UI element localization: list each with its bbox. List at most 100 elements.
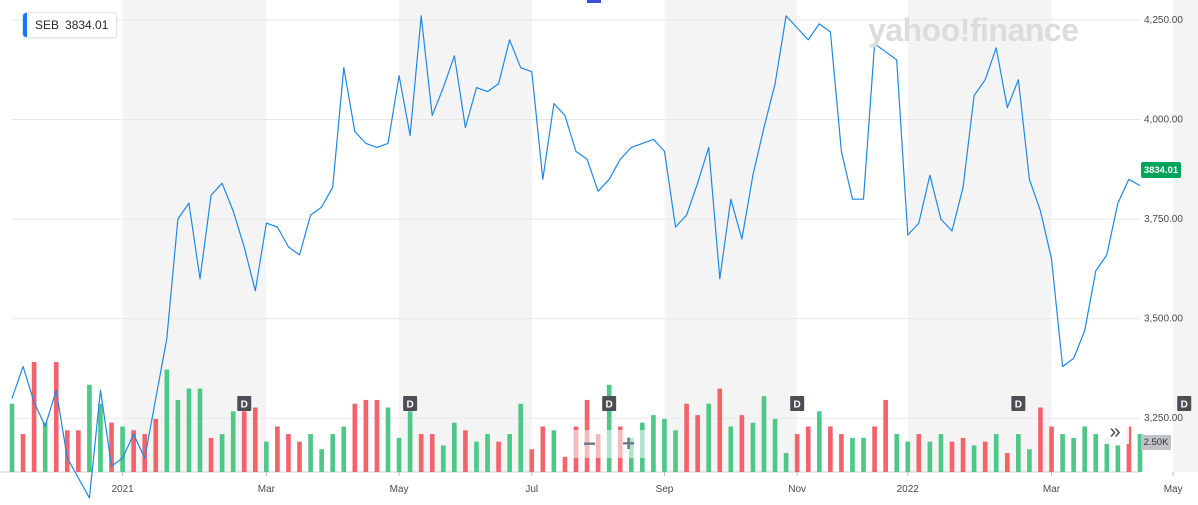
volume-bar (1093, 434, 1099, 472)
dividend-marker (602, 396, 617, 411)
y-tick-label: 3,250.00 (1144, 413, 1183, 424)
volume-bar (264, 441, 269, 472)
period-bands (122, 0, 1198, 472)
volume-bar (783, 453, 789, 472)
volume-bar (949, 441, 955, 472)
volume-scale-flag: 2.50K (1141, 435, 1171, 450)
volume-bar (208, 437, 214, 472)
volume-bar (772, 418, 778, 472)
volume-bar (142, 434, 148, 472)
x-tick-label: Jul (525, 484, 538, 495)
volume-bar (1137, 434, 1143, 472)
volume-bar (219, 434, 225, 472)
x-tick-label: May (1164, 484, 1183, 495)
x-tick-label: Sep (656, 484, 674, 495)
volume-bar (894, 434, 900, 472)
volume-bar (750, 422, 756, 472)
y-tick-label: 4,250.00 (1144, 15, 1183, 26)
volume-bar (98, 403, 103, 472)
volume-bar (374, 399, 380, 472)
volume-bar (352, 403, 358, 472)
volume-bar (87, 384, 92, 472)
range-indicator (587, 0, 601, 3)
volume-bar (606, 384, 612, 472)
volume-bar (308, 434, 313, 472)
zoom-out-button[interactable]: − (583, 431, 596, 456)
legend-symbol: SEB (35, 18, 60, 32)
volume-bar (805, 426, 811, 472)
volume-bar (717, 388, 723, 472)
volume-bar (761, 396, 767, 472)
scroll-right-button[interactable]: » (1101, 420, 1129, 444)
volume-bar (20, 434, 26, 472)
dividend-marker (1011, 396, 1026, 411)
dividend-label: D (1181, 400, 1188, 411)
volume-bar (64, 430, 70, 472)
volume-bar (452, 422, 457, 472)
volume-bar (42, 422, 48, 472)
volume-bar (429, 434, 435, 472)
period-band (907, 0, 1052, 472)
volume-bar (562, 456, 568, 472)
volume-bar (872, 426, 877, 472)
volume-bar (330, 434, 336, 472)
zoom-in-button[interactable]: + (622, 431, 635, 456)
volume-bar (76, 430, 81, 472)
volume-bar (164, 369, 170, 472)
volume-bar (905, 441, 911, 472)
volume-bar (1038, 407, 1043, 472)
dividend-label: D (794, 400, 801, 411)
y-tick-label: 3,500.00 (1144, 314, 1183, 325)
volume-bar (396, 437, 402, 472)
volume-bar (31, 362, 37, 472)
price-line (11, 15, 1141, 499)
x-tick-label: 2022 (897, 484, 920, 495)
volume-bar (341, 426, 347, 472)
volume-bar (120, 426, 125, 472)
volume-bar (1104, 437, 1110, 472)
zoom-controls: − + (570, 430, 648, 458)
volume-bar (518, 403, 524, 472)
volume-bar (418, 434, 424, 472)
volume-bar (1126, 426, 1132, 472)
last-price-flag: 3834.01 (1141, 162, 1181, 178)
volume-bar (297, 441, 302, 472)
dividend-markers: DDDDDDDD (237, 396, 1192, 411)
dividend-label: D (1015, 400, 1022, 411)
x-axis: 2021MarMayJulSepNov2022MarMayJulSepNo (111, 472, 1183, 495)
volume-bar (1071, 437, 1076, 472)
volume-bar (275, 426, 280, 472)
dividend-marker (403, 396, 418, 411)
y-axis: 4,250.00 4,000.00 3,750.00 3,500.00 3,250.00 (1144, 15, 1183, 424)
volume-bar (1049, 426, 1054, 472)
dividend-label: D (407, 400, 414, 411)
volume-bar (109, 422, 114, 472)
volume-bar (993, 434, 999, 472)
volume-bar (706, 403, 712, 472)
volume-bar (286, 434, 291, 472)
volume-bar (673, 430, 678, 472)
legend-value: 3834.01 (65, 18, 109, 32)
volume-bar (407, 411, 413, 472)
volume-bar (540, 426, 546, 472)
volume-bar (53, 362, 59, 472)
volume-bar (794, 434, 800, 472)
volume-bar (662, 418, 667, 472)
volume-bar (9, 403, 15, 472)
x-tick-label: Mar (258, 484, 276, 495)
y-tick-label: 3,750.00 (1144, 214, 1183, 225)
period-band (664, 0, 798, 472)
volume-bar (529, 449, 535, 472)
volume-bar (828, 426, 833, 472)
volume-bar (385, 407, 391, 472)
dividend-marker (790, 396, 805, 411)
period-band (122, 0, 267, 472)
volume-bar (175, 399, 181, 472)
y-tick-label: 4,000.00 (1144, 115, 1183, 126)
symbol-legend[interactable]: SEB 3834.01 (22, 12, 118, 38)
volume-bar (916, 434, 922, 472)
volume-bar (1115, 445, 1121, 472)
price-series (11, 15, 1141, 499)
volume-bar (551, 430, 557, 472)
